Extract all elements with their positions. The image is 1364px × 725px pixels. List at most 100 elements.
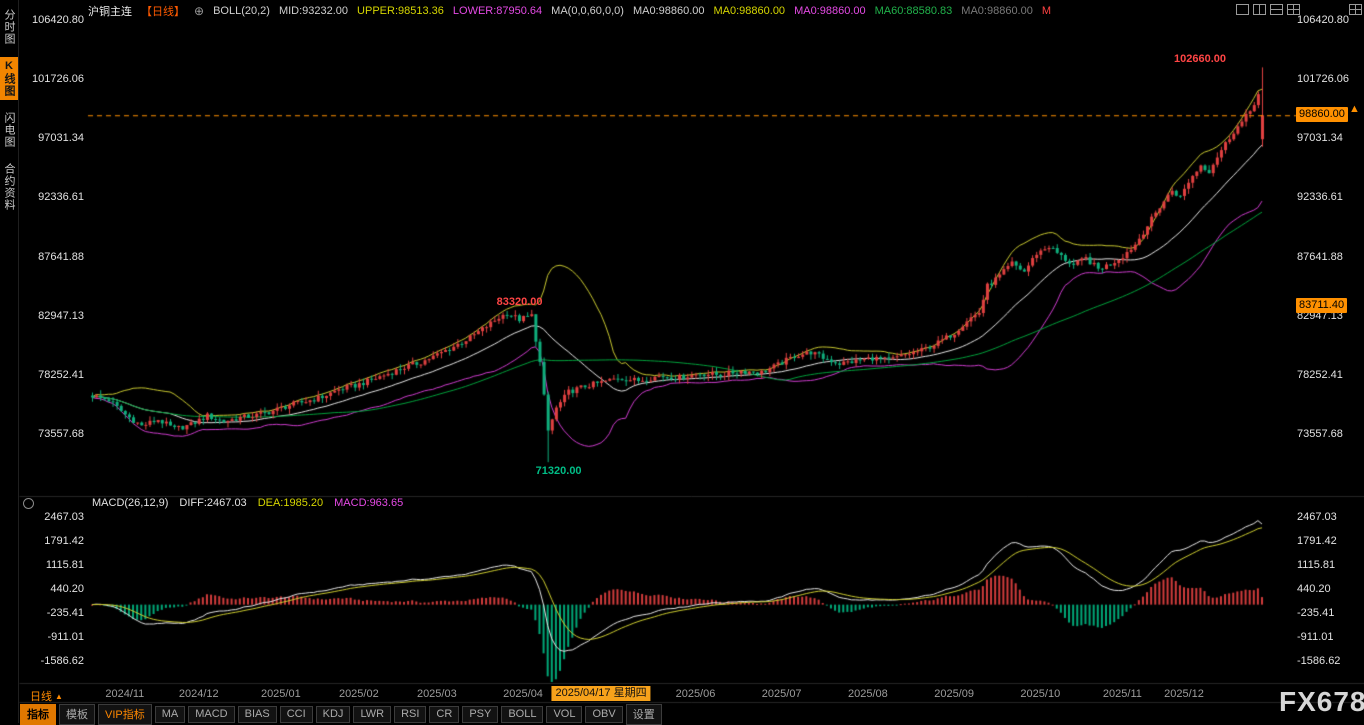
macd-header: MACD(26,12,9) DIFF:2467.03 DEA:1985.20 M… bbox=[92, 497, 403, 509]
ma-value-badge: 83711.40 bbox=[1296, 298, 1348, 314]
y-axis-macd-left-label: 1115.81 bbox=[45, 559, 84, 571]
y-axis-main-right-label: 101726.06 bbox=[1297, 73, 1349, 86]
sidebar-item-kline-chart[interactable]: K线图 bbox=[0, 57, 18, 100]
y-axis-main-left-label: 97031.34 bbox=[38, 132, 84, 145]
last-price-badge: 98860.00 bbox=[1296, 107, 1348, 123]
y-axis-macd-right-label: 440.20 bbox=[1297, 583, 1331, 595]
toolbar-tab-boll[interactable]: BOLL bbox=[501, 706, 544, 723]
y-axis-main-left-label: 78252.41 bbox=[38, 368, 84, 381]
xaxis-month-label: 2024/11 bbox=[105, 688, 145, 700]
xaxis-month-label: 2024/12 bbox=[178, 688, 219, 700]
indicator-toolbar: 指标 模板 VIP指标 MA MACD BIAS CCI KDJ LWR RSI CR PSY BOLL… bbox=[20, 704, 662, 725]
xaxis-month-label: 2025/08 bbox=[848, 688, 888, 700]
y-axis-main-left-label: 87641.88 bbox=[38, 250, 84, 263]
layout-split-horizontal-icon[interactable] bbox=[1270, 4, 1283, 15]
toolbar-tab-ma[interactable]: MA bbox=[154, 706, 186, 723]
boll-lower-value: LOWER:87950.64 bbox=[452, 5, 543, 17]
period-label[interactable]: 【日线】 bbox=[141, 6, 185, 18]
y-axis-main-right-label: 87641.88 bbox=[1297, 250, 1343, 263]
y-axis-main-left-label: 82947.13 bbox=[38, 309, 84, 322]
xaxis-month-label: 2025/11 bbox=[1102, 688, 1142, 700]
chart-header: 沪铜主连 【日线】 ⊕ BOLL(20,2) MID:93232.00 UPPER:… bbox=[88, 3, 1051, 19]
toolbar-tab-rsi[interactable]: RSI bbox=[394, 706, 427, 723]
y-axis-main-right-label: 73557.68 bbox=[1297, 428, 1343, 440]
xaxis-month-label: 2025/04 bbox=[503, 688, 543, 700]
collapse-panel-icon[interactable] bbox=[23, 498, 34, 509]
toolbar-tab-cci[interactable]: CCI bbox=[279, 706, 313, 723]
y-axis-macd-left-label: -911.01 bbox=[47, 631, 85, 643]
window-layout-icons bbox=[1236, 4, 1300, 15]
y-axis-macd-right-label: 1115.81 bbox=[1297, 559, 1336, 571]
xaxis-month-label: 2025/02 bbox=[338, 688, 379, 700]
layout-split-vertical-icon[interactable] bbox=[1253, 4, 1266, 15]
y-axis-macd-right-label: 2467.03 bbox=[1297, 511, 1337, 523]
y-axis-macd-right-label: -1586.62 bbox=[1297, 655, 1341, 667]
annotation-swing-high: 83320.00 bbox=[496, 296, 543, 309]
y-axis-macd-right-label: -235.41 bbox=[1297, 607, 1335, 619]
boll-label: BOLL(20,2) bbox=[213, 5, 270, 17]
layout-single-icon[interactable] bbox=[1236, 4, 1249, 15]
toolbar-tab-templates[interactable]: 模板 bbox=[59, 704, 95, 725]
indicator-readout: BOLL(20,2) MID:93232.00 UPPER:98513.36 LOWE… bbox=[213, 5, 1051, 17]
triangle-up-icon: ▲ bbox=[55, 691, 63, 701]
circle-plus-icon[interactable]: ⊕ bbox=[194, 4, 205, 18]
y-axis-macd-left-label: 1791.42 bbox=[44, 535, 84, 547]
macd-label: MACD(26,12,9) bbox=[92, 497, 169, 509]
toolbar-tab-lwr[interactable]: LWR bbox=[353, 706, 392, 723]
toolbar-tab-obv[interactable]: OBV bbox=[585, 706, 623, 723]
ma2-value: MA0:98860.00 bbox=[713, 5, 786, 17]
ma60-value: MA60:88580.83 bbox=[874, 5, 953, 17]
y-axis-macd-right-label: 1791.42 bbox=[1297, 535, 1337, 547]
xaxis-month-label: 2025/01 bbox=[260, 688, 301, 700]
toolbar-tab-bias[interactable]: BIAS bbox=[237, 706, 277, 723]
ma1-value: MA0:98860.00 bbox=[632, 5, 705, 17]
y-axis-macd-left-label: -235.41 bbox=[46, 607, 84, 619]
y-axis-main-right-label: 97031.34 bbox=[1297, 132, 1343, 145]
corner-layout-icon[interactable] bbox=[1349, 4, 1362, 15]
sidebar-item-contract-info[interactable]: 合约资料 bbox=[3, 163, 15, 211]
toolbar-tab-psy[interactable]: PSY bbox=[462, 706, 499, 723]
sidebar-item-timeline-chart[interactable]: 分时图 bbox=[3, 9, 15, 45]
toolbar-tab-cr[interactable]: CR bbox=[429, 706, 460, 723]
toolbar-tab-kdj[interactable]: KDJ bbox=[315, 706, 351, 723]
macd-dea-value: DEA:1985.20 bbox=[257, 497, 324, 509]
y-axis-macd-left-label: -1586.62 bbox=[40, 655, 84, 667]
xaxis-month-label: 2025/09 bbox=[934, 688, 974, 700]
y-axis-macd-right-label: -911.01 bbox=[1297, 631, 1334, 643]
period-selector-label: 日线 bbox=[30, 691, 52, 703]
boll-upper-value: UPPER:98513.36 bbox=[357, 5, 444, 17]
toolbar-tab-macd[interactable]: MACD bbox=[188, 706, 235, 723]
toolbar-tab-vip-indicators[interactable]: VIP指标 bbox=[98, 704, 152, 725]
sidebar-item-flash-chart[interactable]: 闪电图 bbox=[3, 112, 15, 148]
y-axis-main-right-label: 78252.41 bbox=[1297, 368, 1343, 381]
y-axis-macd-left-label: 440.20 bbox=[50, 583, 84, 595]
period-selector[interactable]: 日线 ▲ bbox=[30, 688, 63, 704]
xaxis-month-label: 2025/10 bbox=[1020, 688, 1061, 700]
watermark: FX678 bbox=[1279, 686, 1364, 717]
ma5-value: MA0:98860.00 bbox=[961, 5, 1033, 17]
sidebar: 分时图 K线图闪电图合约资料 bbox=[0, 0, 19, 723]
boll-mid-value: MID:93232.00 bbox=[278, 5, 349, 17]
toolbar-tab-indicators[interactable]: 指标 bbox=[20, 704, 56, 725]
toolbar-tab-vol[interactable]: VOL bbox=[546, 706, 583, 723]
price-pointer-arrow-icon[interactable]: ▲ bbox=[1349, 103, 1360, 116]
xaxis-current-date-label: 2025/04/17 星期四 bbox=[551, 686, 651, 701]
macd-hist-value: MACD:963.65 bbox=[334, 497, 404, 509]
ma-settings-label: MA(0,0,60,0,0) bbox=[551, 5, 624, 17]
symbol-name[interactable]: 沪铜主连 bbox=[88, 6, 132, 18]
annotation-swing-low: 71320.00 bbox=[535, 465, 582, 478]
y-axis-main-left-label: 92336.61 bbox=[38, 191, 84, 204]
toolbar-tab-settings[interactable]: 设置 bbox=[625, 704, 662, 725]
xaxis-month-label: 2025/03 bbox=[416, 688, 457, 700]
y-axis-macd-left-label: 2467.03 bbox=[44, 511, 84, 523]
layout-grid-icon[interactable] bbox=[1287, 4, 1300, 15]
macd-diff-value: DIFF:2467.03 bbox=[179, 497, 247, 509]
xaxis-month-label: 2025/06 bbox=[675, 688, 716, 700]
y-axis-main-right-label: 92336.61 bbox=[1297, 191, 1343, 204]
y-axis-main-left-label: 101726.06 bbox=[32, 73, 84, 86]
ma-truncated-label: M bbox=[1041, 5, 1052, 17]
y-axis-main-right-label: 106420.80 bbox=[1297, 14, 1349, 26]
annotation-session-high: 102660.00 bbox=[1174, 53, 1226, 66]
